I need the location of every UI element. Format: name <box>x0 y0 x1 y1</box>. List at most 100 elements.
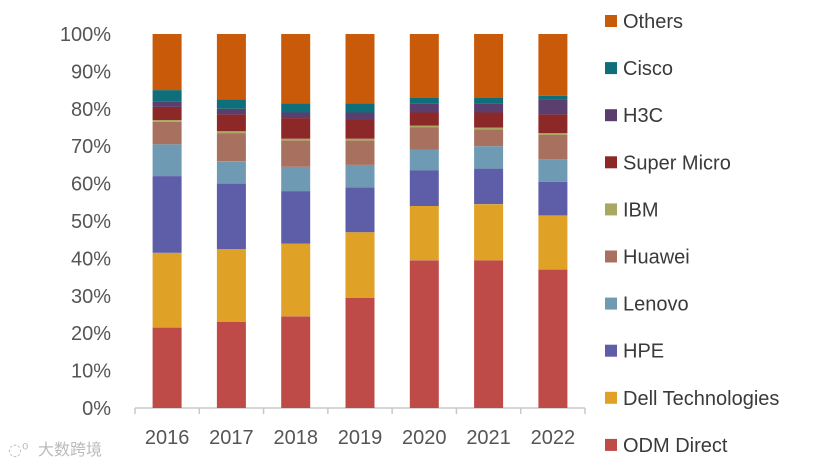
bar-segment-h3c <box>281 112 311 119</box>
bar-segment-cisco <box>281 103 311 113</box>
y-axis-tick-labels: 0% 10% 20% 30% 40% 50% 60% 70% 80% 90% 100% <box>60 24 111 420</box>
bar-segment-ibm <box>409 125 439 128</box>
bar-segment-odm-direct <box>216 322 246 408</box>
bar-segment-ibm <box>538 133 568 135</box>
legend-label: H3C <box>623 105 663 127</box>
legend-item-hpe: HPE <box>605 341 664 363</box>
bar-segment-ibm <box>474 127 504 130</box>
watermark-logo-icon: ◌⁰ <box>8 440 28 459</box>
x-axis-tick-labels: 2016 2017 2018 2019 2020 2021 2022 <box>145 427 575 449</box>
plot-area <box>134 34 586 414</box>
legend-item-dell-technologies: Dell Technologies <box>605 388 779 410</box>
y-tick-label: 100% <box>60 24 111 46</box>
legend-item-huawei: Huawei <box>605 247 690 269</box>
y-tick-label: 20% <box>71 323 111 345</box>
bar-segment-cisco <box>345 103 375 113</box>
bar-segment-odm-direct <box>345 297 375 408</box>
bar-segment-others <box>281 34 311 104</box>
bar-segment-huawei <box>152 121 182 145</box>
bar-segment-lenovo <box>216 161 246 184</box>
bar-segment-h3c <box>538 99 568 115</box>
legend: Others Cisco H3C Super Micro IBM Huawei Lenovo… <box>605 11 779 457</box>
legend-item-odm-direct: ODM Direct <box>605 435 728 457</box>
legend-label: ODM Direct <box>623 435 728 457</box>
y-tick-label: 50% <box>71 211 111 233</box>
bar-segment-odm-direct <box>281 316 311 408</box>
bar-segment-h3c <box>345 112 375 120</box>
legend-swatch <box>605 438 617 451</box>
bar-segment-super-micro <box>281 118 311 139</box>
bar-segment-odm-direct <box>538 269 568 408</box>
bar-stack-2021 <box>474 34 504 408</box>
bar-segment-h3c <box>474 103 504 113</box>
bar-segment-hpe <box>538 181 568 216</box>
bar-stack-2017 <box>216 34 246 408</box>
bar-segment-super-micro <box>152 106 182 120</box>
bar-segment-super-micro <box>409 112 439 126</box>
legend-label: IBM <box>623 199 659 221</box>
bar-segment-dell-technologies <box>409 206 439 261</box>
legend-swatch <box>605 391 617 404</box>
bar-segment-hpe <box>152 176 182 253</box>
y-tick-label: 30% <box>71 286 111 308</box>
y-tick-label: 10% <box>71 361 111 383</box>
bar-segment-huawei <box>345 140 375 165</box>
y-tick-label: 70% <box>71 136 111 158</box>
legend-swatch <box>605 156 617 169</box>
legend-item-lenovo: Lenovo <box>605 294 689 316</box>
x-tick-label: 2019 <box>338 427 383 449</box>
bar-segment-others <box>474 34 504 98</box>
x-tick-label: 2018 <box>273 427 318 449</box>
bar-segment-ibm <box>152 120 182 122</box>
bar-segment-others <box>538 34 568 96</box>
legend-swatch <box>605 344 617 357</box>
bar-stack-2020 <box>409 34 439 408</box>
bar-segment-h3c <box>152 101 182 107</box>
x-tick-label: 2022 <box>531 427 576 449</box>
legend-swatch <box>605 109 617 122</box>
bar-segment-odm-direct <box>152 327 182 408</box>
bar-segment-dell-technologies <box>281 243 311 317</box>
bar-segment-hpe <box>409 170 439 206</box>
bar-segment-hpe <box>474 168 504 205</box>
legend-label: Super Micro <box>623 152 731 174</box>
bar-segment-ibm <box>345 138 375 141</box>
bar-segment-huawei <box>409 127 439 150</box>
legend-item-others: Others <box>605 11 683 33</box>
bar-segment-cisco <box>152 90 182 102</box>
bar-segment-huawei <box>538 135 568 160</box>
bar-segment-odm-direct <box>409 260 439 408</box>
legend-swatch <box>605 15 617 27</box>
legend-label: Dell Technologies <box>623 388 779 410</box>
bar-segment-cisco <box>538 95 568 100</box>
bar-segment-h3c <box>216 108 246 115</box>
bar-segment-hpe <box>216 183 246 250</box>
bar-segment-others <box>345 34 375 104</box>
legend-item-cisco: Cisco <box>605 58 673 80</box>
y-tick-label: 80% <box>71 99 111 121</box>
legend-label: HPE <box>623 341 664 363</box>
bar-segment-lenovo <box>345 164 375 188</box>
bar-stack-2016 <box>152 34 182 408</box>
y-tick-label: 60% <box>71 174 111 196</box>
legend-swatch <box>605 62 617 75</box>
bar-segment-dell-technologies <box>474 204 504 261</box>
bar-segment-lenovo <box>409 149 439 171</box>
x-tick-label: 2017 <box>209 427 254 449</box>
bar-stack-2022 <box>538 34 568 408</box>
bar-segment-others <box>152 34 182 91</box>
bar-segment-hpe <box>281 191 311 244</box>
legend-swatch <box>605 297 617 310</box>
y-tick-label: 40% <box>71 248 111 270</box>
legend-swatch <box>605 250 617 263</box>
legend-swatch <box>605 203 617 216</box>
bar-segment-ibm <box>216 131 246 134</box>
legend-item-ibm: IBM <box>605 199 659 221</box>
bar-segment-lenovo <box>538 159 568 182</box>
bar-segment-huawei <box>281 140 311 167</box>
y-tick-label: 90% <box>71 61 111 83</box>
legend-label: Others <box>623 11 683 33</box>
watermark: ◌⁰ 大数跨境 <box>8 440 102 459</box>
bar-segment-ibm <box>281 138 311 141</box>
bar-segment-huawei <box>216 133 246 162</box>
